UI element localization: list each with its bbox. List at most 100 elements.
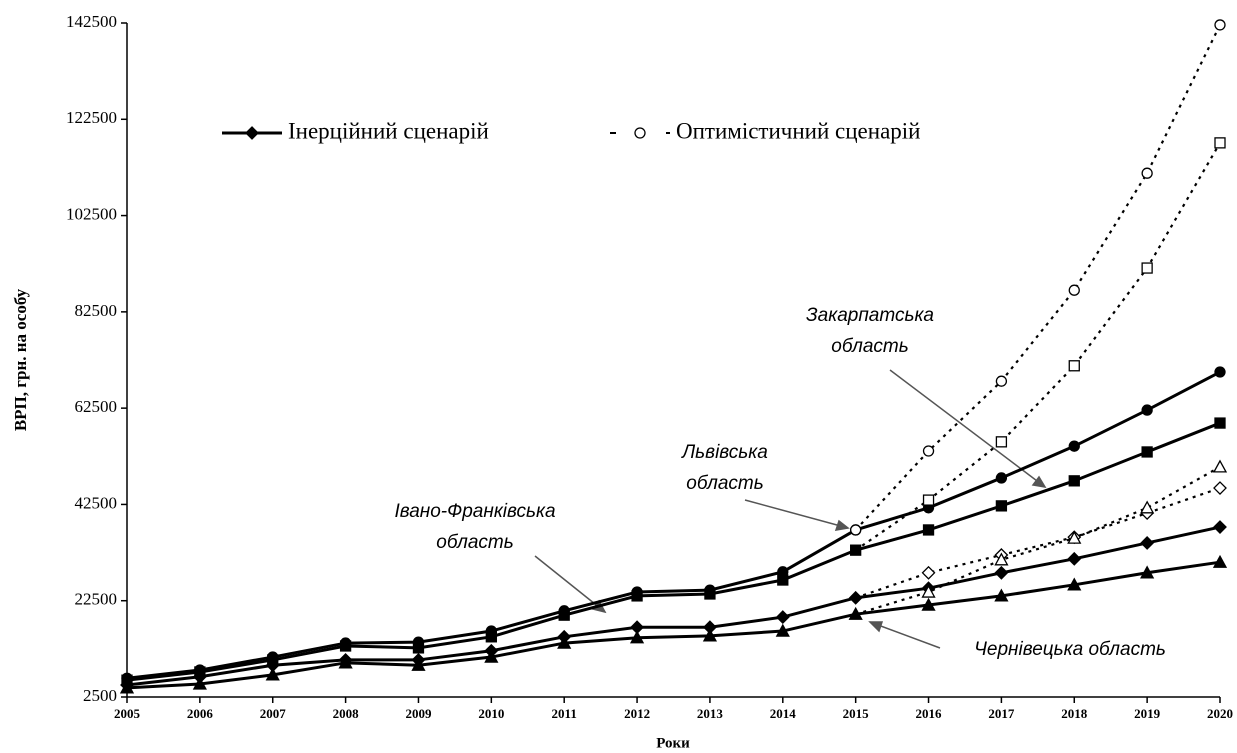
annotation: Чернівецька область [974,639,1166,660]
marker [775,623,790,637]
x-tick-label: 2007 [260,706,287,721]
marker [558,609,570,621]
marker [1141,446,1153,458]
marker [1068,360,1080,372]
marker [1213,520,1227,534]
x-axis-label: Роки [656,735,690,751]
marker [1214,366,1226,378]
y-axis-label: ВРП, грн. на особу [11,288,30,431]
arrow [889,369,1046,488]
marker [1212,459,1228,473]
x-tick-label: 2017 [988,706,1015,721]
y-tick-label: 22500 [75,590,118,609]
marker [848,606,863,620]
marker [922,494,935,506]
marker [777,574,789,586]
marker [1068,475,1080,487]
marker [1140,565,1155,579]
x-tick-label: 2014 [770,706,797,721]
marker [922,524,935,536]
marker [1214,19,1226,31]
arrow-head [834,519,850,531]
marker [192,676,207,690]
annotation: Івано-Франківська [394,501,555,522]
y-tick-label: 2500 [83,686,117,705]
marker [1140,536,1155,550]
marker [411,657,426,671]
series-line [855,142,1221,552]
x-tick-label: 2005 [114,706,141,721]
series-line [855,487,1221,599]
marker [1213,481,1227,495]
marker [1067,577,1082,591]
marker [629,630,645,644]
series-line [126,421,1221,682]
series-line [855,465,1221,616]
arrow-head [868,621,884,633]
x-tick-label: 2012 [624,706,650,721]
x-tick-label: 2019 [1134,706,1161,721]
annotation: Львівська [680,442,768,463]
x-tick-label: 2013 [697,706,724,721]
marker [850,524,862,536]
x-tick-label: 2020 [1207,706,1233,721]
marker [1141,262,1153,274]
marker [850,544,862,556]
marker [702,628,718,642]
marker [1214,417,1226,429]
marker [265,667,280,681]
marker [848,590,863,605]
arrow [744,499,849,529]
annotation: область [831,336,908,357]
y-tick-label: 62500 [75,397,118,416]
marker [704,588,716,600]
annotation-arrows [534,369,1047,649]
y-tick-label: 142500 [66,12,117,31]
x-tick-label: 2018 [1061,706,1088,721]
x-tick-label: 2016 [916,706,943,721]
marker [994,588,1009,602]
x-tick-label: 2006 [187,706,214,721]
marker [995,375,1008,387]
marker [995,436,1008,448]
marker [119,680,135,694]
marker [775,610,790,625]
marker [921,597,936,611]
annotation: область [436,532,513,553]
annotation: Закарпатська [806,305,934,326]
y-tick-label: 122500 [66,108,117,127]
y-tick-label: 102500 [66,204,117,223]
marker [994,552,1009,566]
x-tick-label: 2009 [405,706,432,721]
x-tick-label: 2011 [552,706,577,721]
marker [921,584,936,598]
legend-label: Оптимістичний сценарій [676,118,920,143]
marker [1141,404,1153,416]
marker [1068,284,1080,296]
marker [484,649,499,663]
series-line [126,525,1221,687]
annotation: область [686,473,763,494]
marker [245,126,259,140]
x-tick-label: 2015 [843,706,870,721]
marker [557,635,572,649]
legend-label: Інерційний сценарій [288,118,489,143]
marker [634,127,646,139]
marker [1068,440,1080,452]
marker [1067,551,1082,566]
marker [631,590,643,602]
x-tick-label: 2008 [333,706,360,721]
series-line [854,24,1221,531]
y-tick-label: 42500 [75,493,118,512]
series-line [126,370,1221,680]
y-tick-label: 82500 [75,301,118,320]
marker [1212,554,1228,568]
marker [1214,137,1226,149]
marker [994,565,1009,580]
marker [922,445,935,457]
series-line [126,560,1221,690]
marker [412,642,425,654]
x-tick-label: 2010 [478,706,504,721]
arrow [869,621,941,649]
